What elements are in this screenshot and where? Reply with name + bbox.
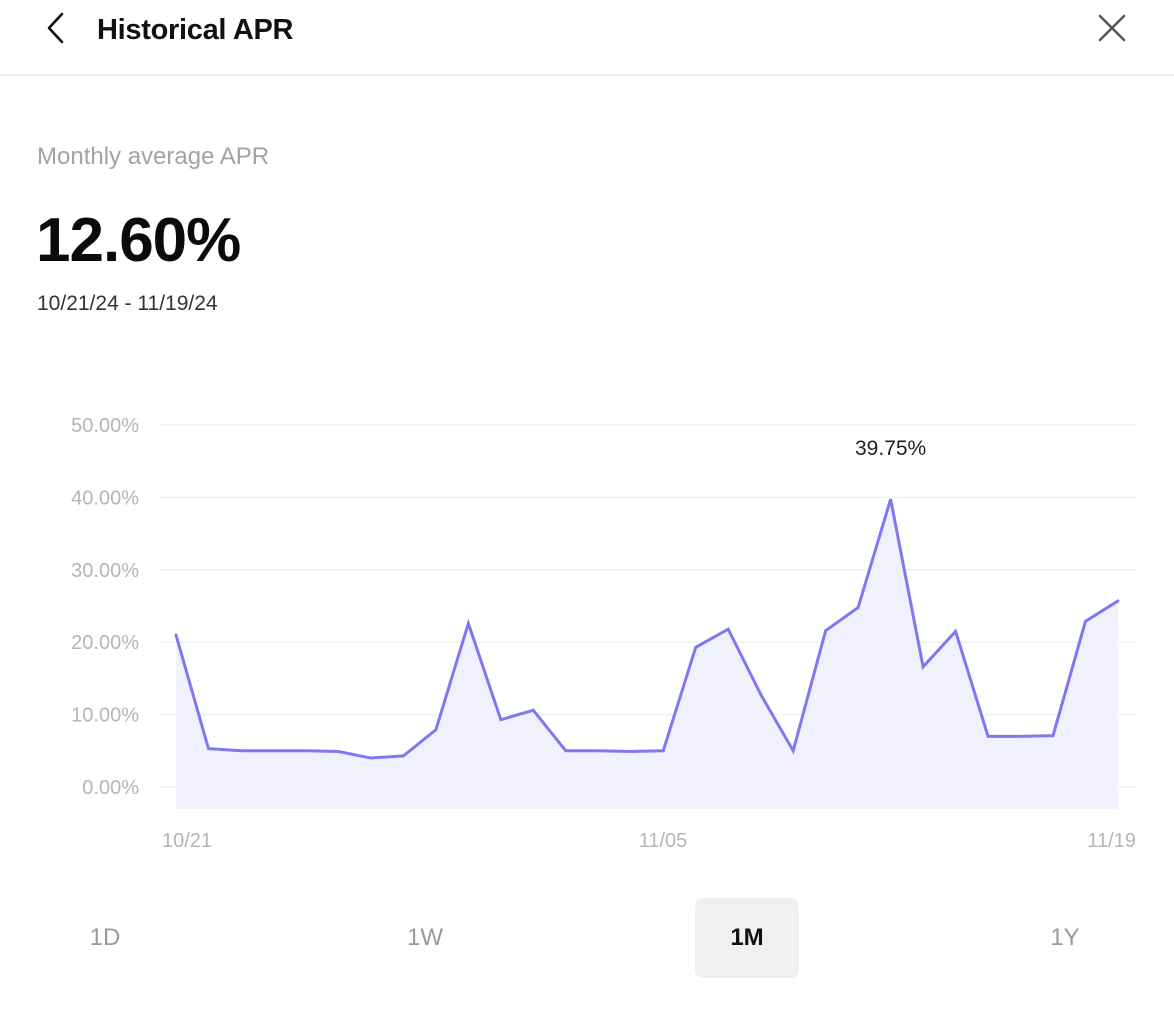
data-point xyxy=(1083,618,1089,624)
data-point xyxy=(433,727,439,733)
data-point xyxy=(173,632,179,638)
data-point xyxy=(953,628,959,634)
data-point xyxy=(205,746,211,752)
area-fill xyxy=(176,499,1118,809)
data-point xyxy=(530,707,536,713)
data-point xyxy=(400,753,406,759)
data-point xyxy=(888,496,894,502)
range-tabs: 1D 1W 1M 1Y xyxy=(0,898,1174,978)
y-tick-label: 40.00% xyxy=(71,487,139,509)
data-point xyxy=(693,644,699,650)
data-point xyxy=(823,628,829,634)
data-point xyxy=(270,748,276,754)
data-point xyxy=(595,748,601,754)
tab-1w[interactable]: 1W xyxy=(407,924,443,951)
apr-line xyxy=(174,498,1120,760)
data-point xyxy=(1115,598,1121,604)
y-tick-label: 0.00% xyxy=(82,777,139,799)
data-point xyxy=(628,749,634,755)
header-bar: Historical APR xyxy=(0,0,1174,76)
data-point xyxy=(790,748,796,754)
page-title: Historical APR xyxy=(97,14,294,46)
y-tick-label: 50.00% xyxy=(71,415,139,437)
tab-1d[interactable]: 1D xyxy=(89,924,121,951)
data-point xyxy=(238,748,244,754)
close-button[interactable] xyxy=(1090,6,1134,50)
y-tick-label: 20.00% xyxy=(71,632,139,654)
summary-apr-value: 12.60% xyxy=(36,206,241,275)
x-tick-label: 10/21 xyxy=(162,830,212,852)
data-point xyxy=(985,733,991,739)
tab-1m[interactable]: 1M xyxy=(695,898,799,978)
data-point xyxy=(758,691,764,697)
peak-annotation-label: 39.75% xyxy=(855,437,926,460)
data-point xyxy=(1018,733,1024,739)
x-tick-label: 11/05 xyxy=(639,830,688,852)
tab-1y[interactable]: 1Y xyxy=(1050,924,1080,951)
data-point xyxy=(920,664,926,670)
summary-date-range: 10/21/24 - 11/19/24 xyxy=(37,292,218,315)
data-point xyxy=(498,717,504,723)
y-tick-label: 30.00% xyxy=(71,560,139,582)
summary-label: Monthly average APR xyxy=(37,143,270,170)
data-point xyxy=(335,749,341,755)
data-point xyxy=(1050,733,1056,739)
apr-chart[interactable]: 0.00% 10.00% 20.00% 30.00% 40.00% 50.00% 10/21… xyxy=(0,400,1174,870)
data-point xyxy=(563,748,569,754)
chevron-left-icon xyxy=(47,12,64,44)
data-point xyxy=(368,755,374,761)
data-point xyxy=(303,748,309,754)
apr-chart-svg: 0.00% 10.00% 20.00% 30.00% 40.00% 50.00% 10/21… xyxy=(71,415,1136,852)
x-tick-label: 11/19 xyxy=(1087,830,1136,852)
close-icon xyxy=(1098,14,1126,42)
data-point xyxy=(465,620,471,626)
data-point xyxy=(660,748,666,754)
back-button[interactable] xyxy=(34,6,78,50)
y-tick-label: 10.00% xyxy=(71,705,139,727)
data-point xyxy=(855,604,861,610)
data-point xyxy=(725,626,731,632)
